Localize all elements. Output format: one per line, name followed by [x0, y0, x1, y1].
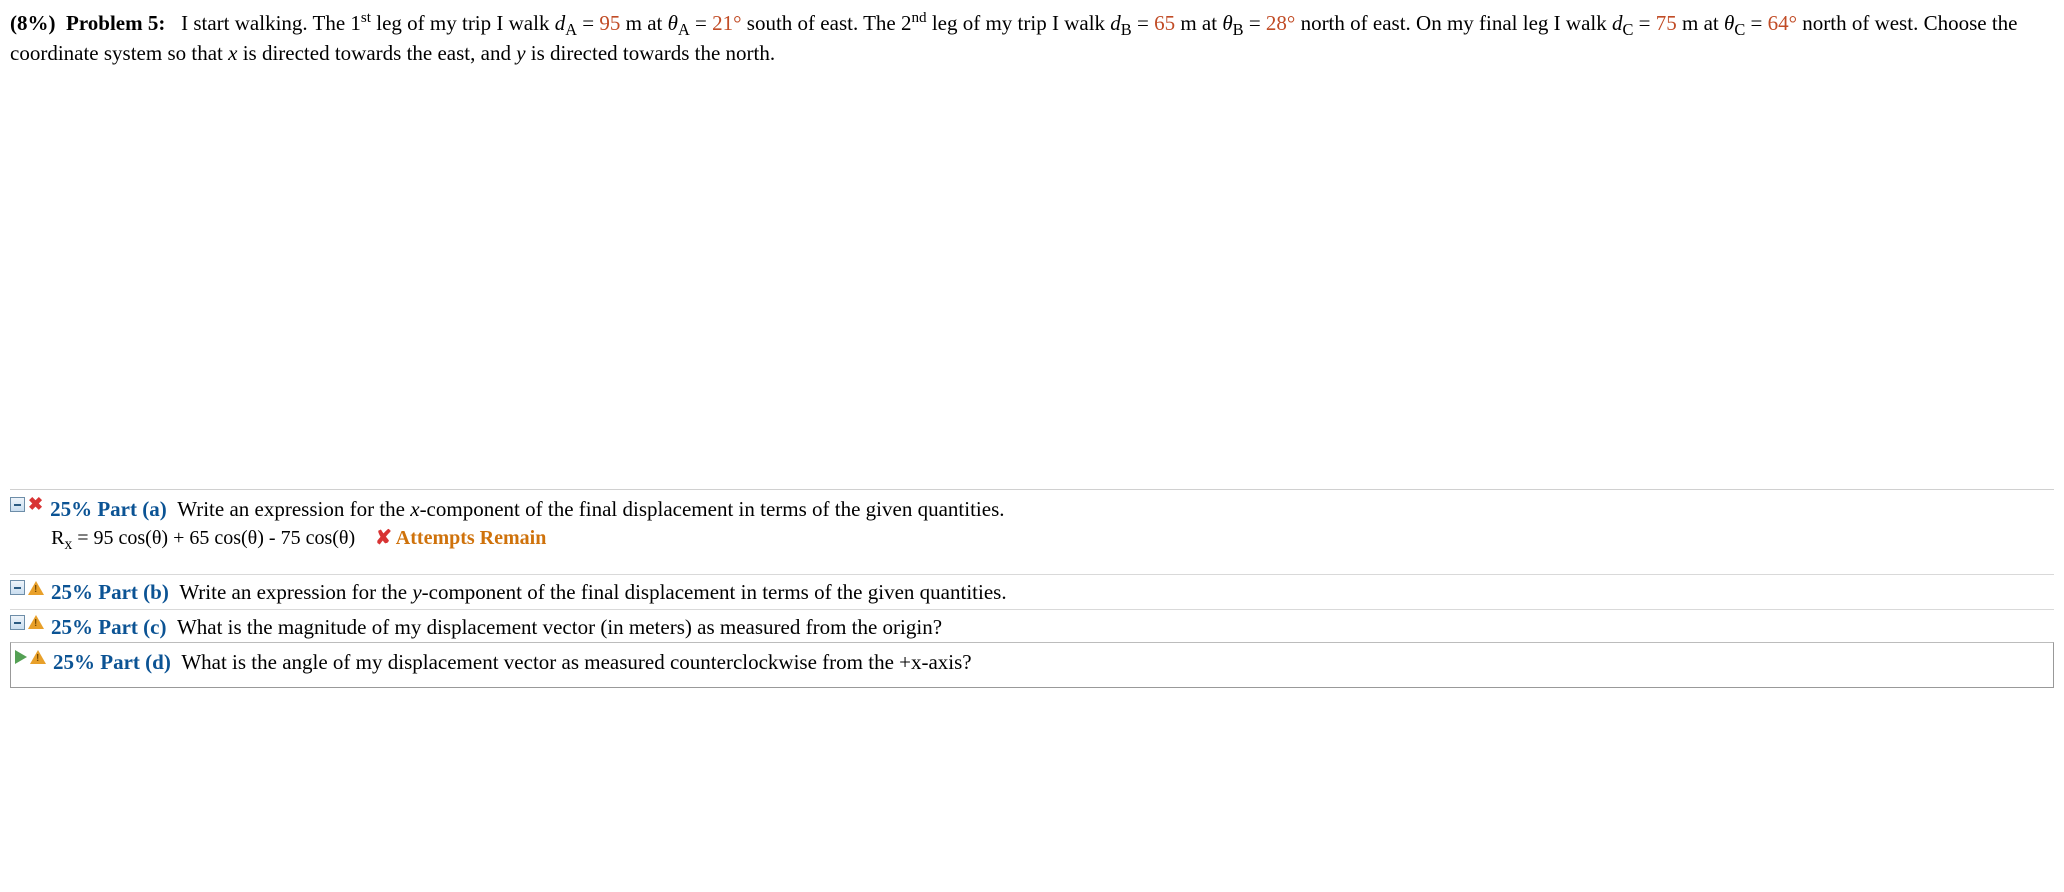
warning-icon	[28, 615, 44, 629]
incorrect-icon: ✖	[28, 497, 43, 512]
collapse-icon[interactable]	[10, 497, 25, 512]
problem-statement: (8%) Problem 5: I start walking. The 1st…	[10, 8, 2054, 69]
part-d-box: 25% Part (d) What is the angle of my dis…	[10, 642, 2054, 687]
part-d-icons	[15, 647, 46, 664]
warning-icon	[30, 650, 46, 664]
part-c-label: 25% Part (c)	[51, 615, 172, 639]
part-a-label: 25% Part (a)	[50, 497, 172, 521]
part-a-icons: ✖	[10, 494, 43, 512]
part-b-label: 25% Part (b)	[51, 580, 174, 604]
part-c-icons	[10, 612, 44, 630]
part-b-icons	[10, 577, 44, 595]
collapse-icon[interactable]	[10, 615, 25, 630]
part-c-row: 25% Part (c) What is the magnitude of my…	[10, 609, 2054, 643]
warning-icon	[28, 581, 44, 595]
problem-label: Problem 5:	[66, 11, 165, 35]
collapse-icon[interactable]	[10, 580, 25, 595]
expand-icon[interactable]	[15, 650, 27, 664]
part-d-label: 25% Part (d)	[53, 650, 176, 674]
part-a-row: ✖ 25% Part (a) Write an expression for t…	[10, 489, 2054, 554]
part-d-row: 25% Part (d) What is the angle of my dis…	[15, 645, 2049, 678]
problem-percent: (8%)	[10, 11, 56, 35]
part-a-answer-line: Rx = 95 cos(θ) + 65 cos(θ) - 75 cos(θ) ✘…	[50, 524, 2054, 553]
part-b-row: 25% Part (b) Write an expression for the…	[10, 574, 2054, 608]
attempts-remain: ✘ Attempts Remain	[375, 527, 546, 549]
